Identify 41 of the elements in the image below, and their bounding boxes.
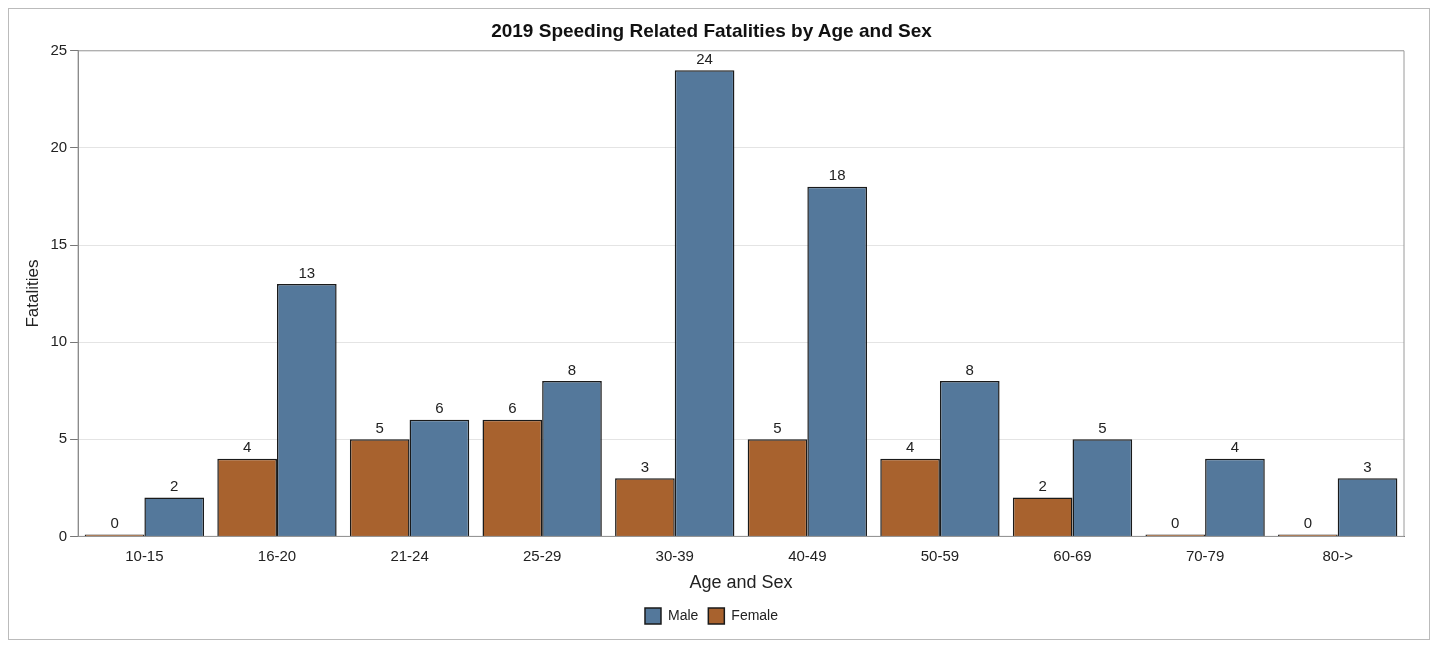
data-label: 4 <box>1230 438 1240 456</box>
data-label: 6 <box>435 399 444 417</box>
data-label: 0 <box>110 514 119 532</box>
data-label: 5 <box>773 418 782 436</box>
x-tick-label: 21-24 <box>390 546 429 564</box>
data-label: 5 <box>375 418 384 436</box>
data-label: 2 <box>1038 477 1047 495</box>
data-label: 0 <box>1303 514 1313 532</box>
x-tick-label: 70-79 <box>1185 546 1225 564</box>
chart-title: 2019 Speeding Related Fatalities by Age and Sex <box>491 19 933 41</box>
y-tick-label: 20 <box>50 138 68 156</box>
y-tick-label: 0 <box>58 526 68 544</box>
x-tick-label: 40-49 <box>788 546 827 564</box>
x-axis-title: Age and Sex <box>689 572 793 593</box>
data-label: 3 <box>1363 457 1372 475</box>
data-label: 2 <box>170 477 179 495</box>
data-label: 8 <box>965 360 974 378</box>
y-axis-title: Fatalities <box>22 259 42 328</box>
y-tick-label: 5 <box>58 429 68 447</box>
x-tick-label: 25-29 <box>522 546 562 564</box>
data-label: 5 <box>1098 418 1107 436</box>
x-tick-label: 16-20 <box>257 546 297 564</box>
data-label: 13 <box>298 263 316 281</box>
data-label: 4 <box>242 438 252 456</box>
data-label: 18 <box>828 166 846 184</box>
data-label: 4 <box>905 438 915 456</box>
data-label: 3 <box>640 457 650 475</box>
data-label: 24 <box>696 49 713 67</box>
x-tick-label: 10-15 <box>125 546 164 564</box>
y-tick-label: 10 <box>50 332 68 350</box>
x-tick-label: 30-39 <box>655 546 694 564</box>
y-tick-label: 25 <box>50 40 68 58</box>
legend-label: Male <box>667 606 699 623</box>
data-label: 6 <box>508 399 517 417</box>
legend-label: Female <box>731 606 779 623</box>
data-label: 0 <box>1171 514 1180 532</box>
data-label: 8 <box>567 360 577 378</box>
y-tick-label: 15 <box>50 235 68 253</box>
x-tick-label: 60-69 <box>1053 546 1092 564</box>
x-tick-label: 80-> <box>1322 546 1354 564</box>
x-tick-label: 50-59 <box>920 546 960 564</box>
